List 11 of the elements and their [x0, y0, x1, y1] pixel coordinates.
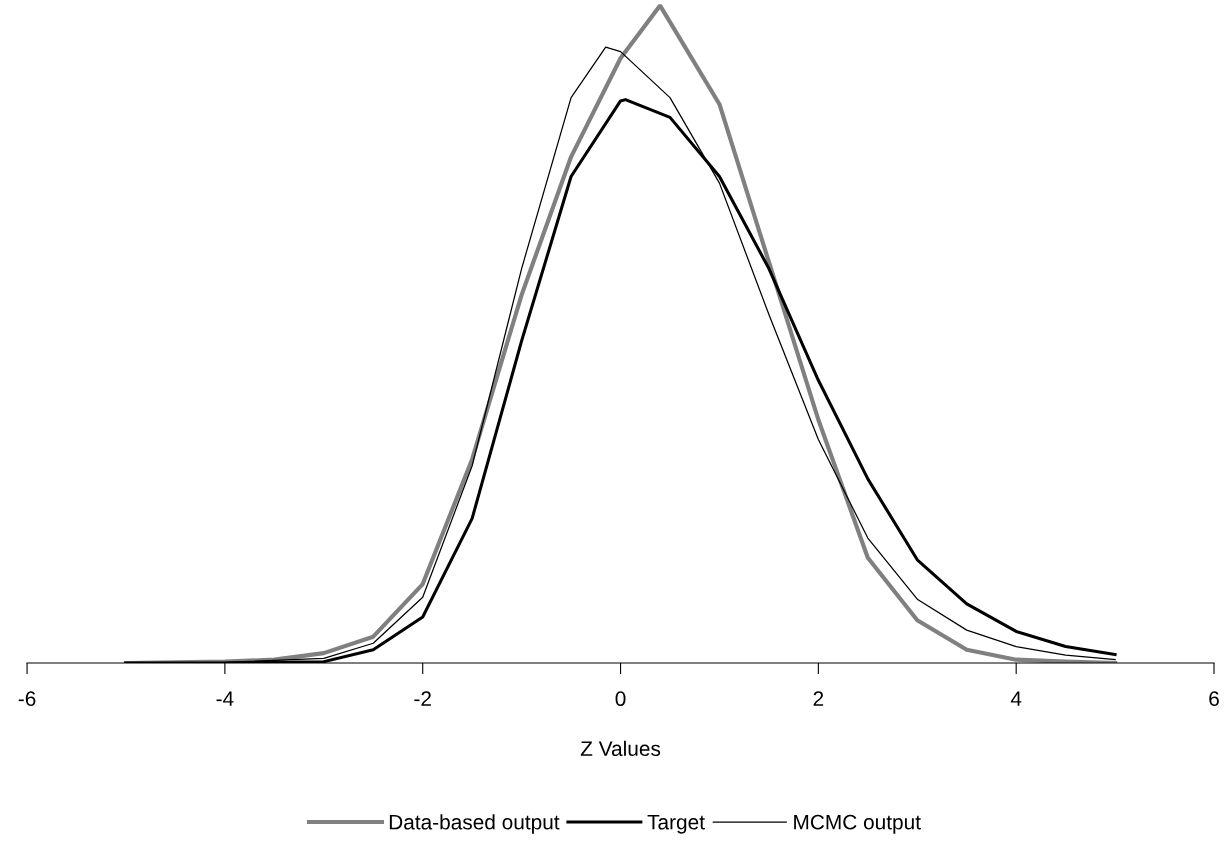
x-axis-title: Z Values [580, 740, 661, 757]
x-tick-label: -6 [18, 691, 36, 707]
legend-label: Data-based output [389, 814, 560, 834]
x-tick-label: -2 [414, 691, 431, 706]
x-tick-label: 4 [1010, 691, 1022, 706]
x-tick-label: 2 [813, 691, 824, 706]
legend-label: Target [647, 814, 705, 834]
x-tick-label: -4 [216, 691, 234, 706]
legend-label: MCMC output [794, 814, 921, 834]
x-tick-label: 6 [1209, 691, 1219, 707]
x-tick-label: 0 [615, 691, 626, 707]
